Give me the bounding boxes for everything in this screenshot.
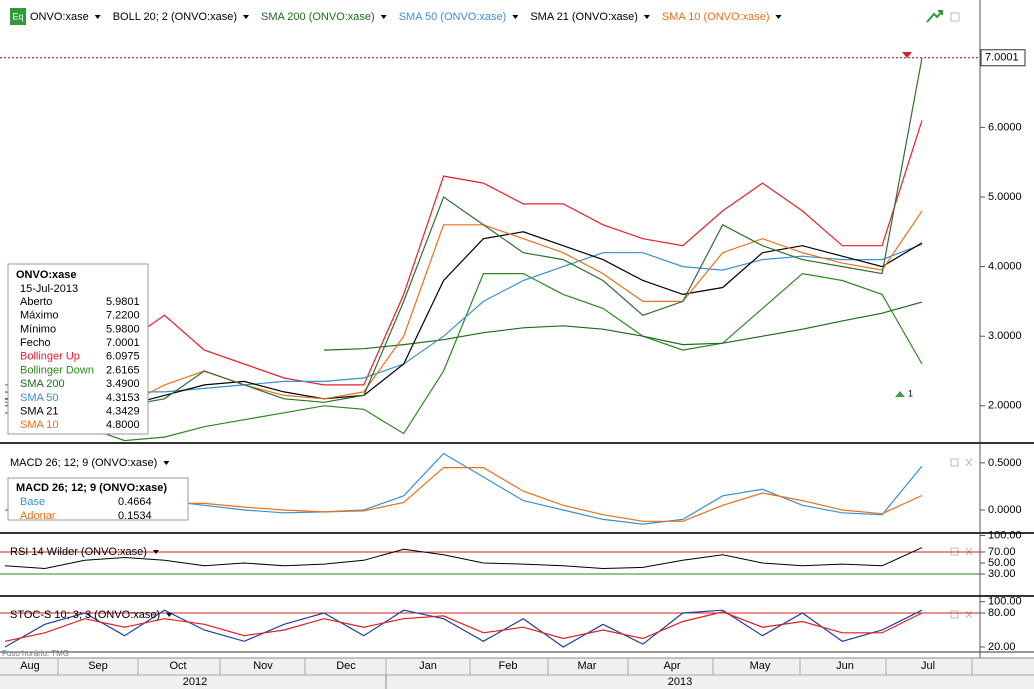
y-tick-label: 6.0000 (988, 121, 1022, 133)
info-value: 2.6165 (106, 364, 140, 376)
info-label: Máximo (20, 310, 59, 322)
y-tick-label: 100.00 (988, 529, 1022, 541)
y-tick-label: 2.0000 (988, 400, 1022, 412)
year-label: 2013 (668, 676, 692, 688)
marker-label: 1 (908, 388, 913, 398)
y-tick-label: 3.0000 (988, 330, 1022, 342)
info-label: SMA 10 (20, 419, 59, 431)
info-title: ONVO:xase (16, 269, 77, 281)
indicator-label[interactable]: SMA 50 (ONVO:xase) (399, 11, 507, 23)
info-value: 3.4900 (106, 378, 140, 390)
year-label: 2012 (183, 676, 207, 688)
month-label: Jan (419, 660, 437, 672)
info-value: 6.0975 (106, 351, 140, 363)
indicator-label[interactable]: SMA 200 (ONVO:xase) (261, 11, 375, 23)
y-tick-label: 0.5000 (988, 457, 1022, 469)
y-tick-label: 100.00 (988, 596, 1022, 608)
y-tick-label: 5.0000 (988, 191, 1022, 203)
last-price-label: 7.0001 (985, 52, 1019, 64)
macd-box-title: MACD 26; 12; 9 (ONVO:xase) (16, 482, 167, 494)
info-label: SMA 21 (20, 406, 59, 418)
info-label: Aberto (20, 296, 52, 308)
panel-title[interactable]: MACD 26; 12; 9 (ONVO:xase) (10, 457, 157, 469)
info-value: 7.0001 (106, 337, 140, 349)
month-label: May (750, 660, 771, 672)
month-label: Sep (88, 660, 108, 672)
info-value: 7.2200 (106, 310, 140, 322)
info-label: Bollinger Down (20, 364, 94, 376)
info-value: 4.3429 (106, 406, 140, 418)
panel-title[interactable]: RSI 14 Wilder (ONVO:xase) (10, 546, 147, 558)
info-value: 4.8000 (106, 419, 140, 431)
y-tick-label: 30.00 (988, 568, 1016, 580)
month-label: Oct (169, 660, 186, 672)
month-label: Nov (253, 660, 273, 672)
symbol-icon-label: Eq (12, 11, 23, 21)
macd-box-value: 0.1534 (118, 510, 152, 522)
timezone-label: Fuso horário: TMG (2, 649, 69, 658)
month-label: Dec (336, 660, 356, 672)
y-tick-label: 0.0000 (988, 504, 1022, 516)
info-value: 5.9801 (106, 296, 140, 308)
macd-box-value: 0.4664 (118, 496, 152, 508)
info-label: Bollinger Up (20, 351, 80, 363)
month-label: Jun (836, 660, 854, 672)
month-label: Aug (20, 660, 40, 672)
macd-box-label: Adonar (20, 510, 56, 522)
month-label: Apr (663, 660, 680, 672)
info-label: Mínimo (20, 323, 56, 335)
month-label: Jul (921, 660, 935, 672)
info-date: 15-Jul-2013 (20, 283, 78, 295)
info-value: 5.9800 (106, 323, 140, 335)
month-label: Feb (499, 660, 518, 672)
info-value: 4.3153 (106, 392, 140, 404)
indicator-label[interactable]: SMA 10 (ONVO:xase) (662, 11, 770, 23)
info-label: SMA 50 (20, 392, 59, 404)
macd-box-label: Base (20, 496, 45, 508)
info-label: SMA 200 (20, 378, 65, 390)
month-label: Mar (578, 660, 597, 672)
symbol-label[interactable]: ONVO:xase (30, 11, 89, 23)
indicator-label[interactable]: SMA 21 (ONVO:xase) (530, 11, 638, 23)
y-tick-label: 20.00 (988, 641, 1016, 653)
indicator-label[interactable]: BOLL 20; 2 (ONVO:xase) (113, 11, 237, 23)
panel-title[interactable]: STOC-S 10; 3; 3 (ONVO:xase) (10, 609, 160, 621)
info-label: Fecho (20, 337, 51, 349)
y-tick-label: 80.00 (988, 607, 1016, 619)
y-tick-label: 4.0000 (988, 260, 1022, 272)
